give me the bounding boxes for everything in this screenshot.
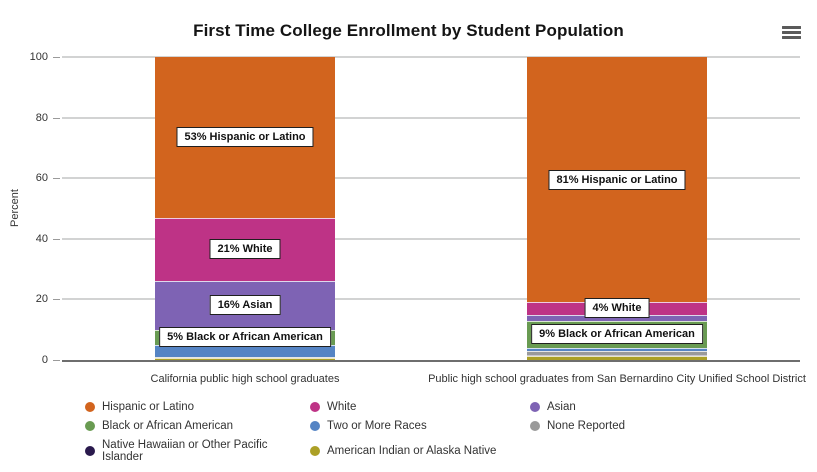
bar-segment[interactable] [527,350,707,356]
legend-marker-icon [85,402,95,412]
hamburger-bar [782,31,801,34]
bar-segment[interactable] [155,344,335,357]
gridline [62,298,800,301]
legend-item[interactable]: Two or More Races [310,420,530,432]
legend-label: White [327,401,357,413]
bar-segment[interactable] [527,347,707,351]
legend-item[interactable]: Black or African American [85,420,310,432]
data-label: 81% Hispanic or Latino [548,169,686,190]
hamburger-menu-icon[interactable] [782,26,801,40]
gridline [62,237,800,240]
x-axis-line [62,360,800,362]
data-label: 53% Hispanic or Latino [176,127,314,148]
x-category-label: Public high school graduates from San Be… [428,373,806,385]
data-label: 9% Black or African American [531,324,703,345]
legend-item[interactable]: White [310,401,530,413]
legend-label: None Reported [547,420,625,432]
data-label: 16% Asian [209,295,281,316]
y-tick-label: 0 [41,354,48,366]
bar-segment[interactable] [527,356,707,360]
y-tick-mark [53,299,60,301]
legend-marker-icon [85,421,95,431]
bar-segment[interactable] [155,356,335,358]
legend-marker-icon [530,421,540,431]
y-tick-label: 40 [35,232,48,245]
data-label: 5% Black or African American [159,327,331,348]
bar-segment[interactable] [527,355,707,357]
legend-marker-icon [310,421,320,431]
y-tick-mark [53,117,60,119]
legend-item[interactable]: Hispanic or Latino [85,401,310,413]
chart-legend: Hispanic or Latino White Asian Black or Afr… [85,401,790,463]
data-label: 21% White [209,239,281,260]
legend-item[interactable]: None Reported [530,420,790,432]
y-axis-title: Percent [9,189,21,227]
y-tick-label: 100 [29,51,48,63]
gridline [62,56,800,58]
legend-label: Hispanic or Latino [102,401,195,413]
y-tick-mark [53,57,60,58]
legend-label: Native Hawaiian or Other Pacific Islande… [102,439,268,463]
bar-segment[interactable] [155,358,335,360]
legend-item[interactable]: Native Hawaiian or Other Pacific Islande… [85,439,310,463]
hamburger-bar [782,26,801,29]
y-tick-label: 80 [35,111,48,124]
gridline [62,177,800,180]
data-label: 4% White [584,298,650,319]
legend-label: Asian [547,401,576,413]
y-tick-mark [53,360,60,361]
gridline [62,116,800,119]
legend-item[interactable]: Asian [530,401,790,413]
legend-label: American Indian or Alaska Native [327,445,497,457]
legend-marker-icon [530,402,540,412]
legend-label: Black or African American [102,420,234,432]
y-tick-mark [53,238,60,240]
plot-area: 0 20 40 60 80 100 53% Hispanic or Latino 21% Wh… [30,51,800,366]
hamburger-bar [782,36,801,39]
y-tick-label: 60 [35,172,48,185]
bar-segment[interactable] [155,357,335,359]
y-tick-mark [53,178,60,180]
legend-label: Two or More Races [327,420,427,432]
legend-item[interactable]: American Indian or Alaska Native [310,439,530,463]
chart-title: First Time College Enrollment by Student… [193,21,624,40]
legend-marker-icon [310,446,320,456]
legend-marker-icon [85,446,95,456]
y-tick-label: 20 [35,293,48,306]
x-category-label: California public high school graduates [150,373,340,385]
legend-marker-icon [310,402,320,412]
